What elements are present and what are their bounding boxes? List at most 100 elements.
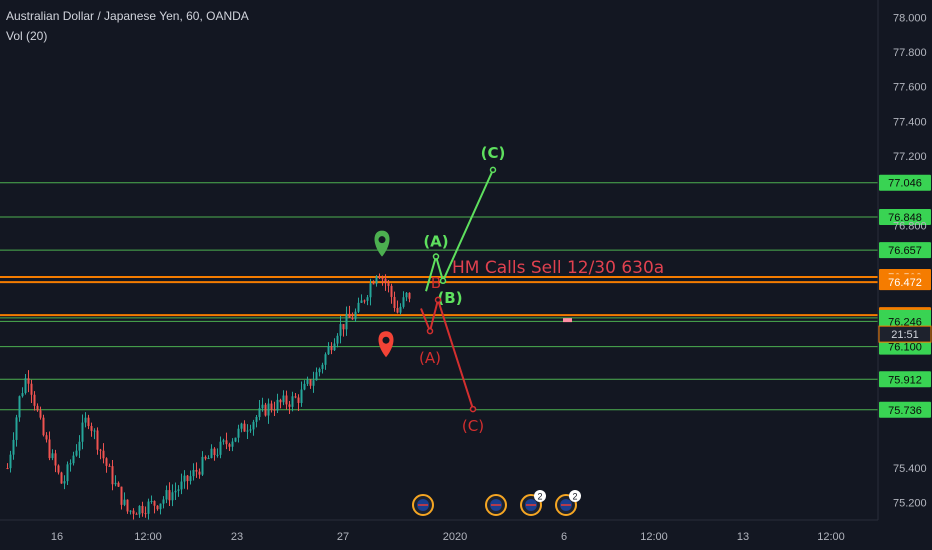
candle-body <box>231 441 234 447</box>
level-price-tag <box>879 242 931 259</box>
candle-body <box>261 404 264 409</box>
level-price-tag <box>879 313 931 330</box>
candle-body <box>90 426 93 431</box>
level-price-tag <box>879 371 931 388</box>
x-tick-label: 16 <box>51 531 63 543</box>
y-tick-label: 77.400 <box>893 116 927 128</box>
candle-body <box>198 471 201 475</box>
candle-body <box>30 383 33 395</box>
candle-body <box>282 395 285 403</box>
candle-body <box>57 465 60 473</box>
price-axis-background <box>878 0 932 520</box>
candle-body <box>387 283 390 286</box>
candle-body <box>333 343 336 351</box>
candle-body <box>186 475 189 482</box>
candle-body <box>390 285 393 297</box>
x-tick-label: 12:00 <box>640 531 668 543</box>
red-pin-marker[interactable] <box>378 331 394 358</box>
candle-body <box>375 276 378 284</box>
candle-body <box>210 448 213 459</box>
candle-body <box>372 283 375 285</box>
candle-body <box>141 505 144 514</box>
candle-body <box>60 472 63 484</box>
x-tick-label: 27 <box>337 531 349 543</box>
candle-body <box>126 499 129 512</box>
bull-wave-label: (A) <box>423 233 448 251</box>
red-pin-hole <box>382 336 390 344</box>
candle-body <box>354 311 357 320</box>
candles <box>6 273 411 522</box>
green-pin-marker[interactable] <box>374 230 390 257</box>
bear-wave-label: (A) <box>419 349 441 367</box>
candle-body <box>96 430 99 450</box>
event-count-label: 2 <box>537 492 542 502</box>
candle-body <box>48 439 51 459</box>
candle-body <box>117 482 120 487</box>
candle-body <box>291 396 294 407</box>
candle-body <box>399 306 402 313</box>
candle-body <box>408 292 411 299</box>
candle-body <box>270 403 273 410</box>
candle-body <box>345 313 348 330</box>
bull-wave-node <box>489 166 497 174</box>
candle-body <box>144 513 147 515</box>
x-tick-label: 2020 <box>443 531 467 543</box>
bear-wave-node <box>434 296 442 304</box>
candle-body <box>42 417 45 436</box>
event-count-bubble <box>569 490 581 502</box>
candle-body <box>405 292 408 298</box>
candle-body <box>99 449 102 451</box>
candle-body <box>9 454 12 469</box>
bull-wave-path <box>425 169 494 292</box>
candle-body <box>27 378 30 384</box>
price-axis[interactable]: 77.04676.84876.65776.50276.47276.28276.2… <box>878 12 932 510</box>
candle-body <box>18 396 21 418</box>
candle-body <box>135 513 138 515</box>
candle-body <box>51 453 54 459</box>
candle-body <box>363 300 366 302</box>
candle-body <box>129 510 132 512</box>
bear-wave-node <box>469 405 477 413</box>
candle-body <box>234 437 237 442</box>
candle-body <box>72 455 75 464</box>
level-price-tag <box>879 338 931 355</box>
level-price-tag <box>879 274 931 291</box>
candle-body <box>369 283 372 298</box>
time-axis[interactable]: 16 12:00 23 27 2020 6 12:00 13 12:00 <box>51 531 845 543</box>
candle-body <box>216 454 219 456</box>
level-price-tag <box>879 401 931 418</box>
candle-body <box>327 346 330 355</box>
level-price-tag <box>879 174 931 191</box>
candle-body <box>303 383 306 390</box>
x-tick-label: 6 <box>561 531 567 543</box>
candle-body <box>396 308 399 313</box>
candle-body <box>153 501 156 506</box>
candle-body <box>393 296 396 309</box>
candle-body <box>195 469 198 472</box>
green-pin-hole <box>378 236 386 244</box>
countdown-label: 21:51 <box>891 329 919 341</box>
candle-body <box>402 297 405 307</box>
y-tick-label: 78.000 <box>893 12 927 24</box>
candle-body <box>207 458 210 460</box>
candle-body <box>306 379 309 384</box>
candle-body <box>225 440 228 445</box>
candle-body <box>165 490 168 500</box>
candle-body <box>219 441 222 455</box>
candle-body <box>321 364 324 369</box>
candle-body <box>171 492 174 501</box>
level-price-label: 76.848 <box>888 212 922 224</box>
level-price-label: 75.912 <box>888 374 922 386</box>
candle-body <box>6 468 9 469</box>
candle-body <box>78 441 81 451</box>
y-tick-label: 77.800 <box>893 47 927 59</box>
candle-body <box>342 324 345 330</box>
level-price-tag <box>879 209 931 226</box>
level-price-label: 75.736 <box>888 405 922 417</box>
candle-body <box>318 368 321 373</box>
x-tick-label: 13 <box>737 531 749 543</box>
